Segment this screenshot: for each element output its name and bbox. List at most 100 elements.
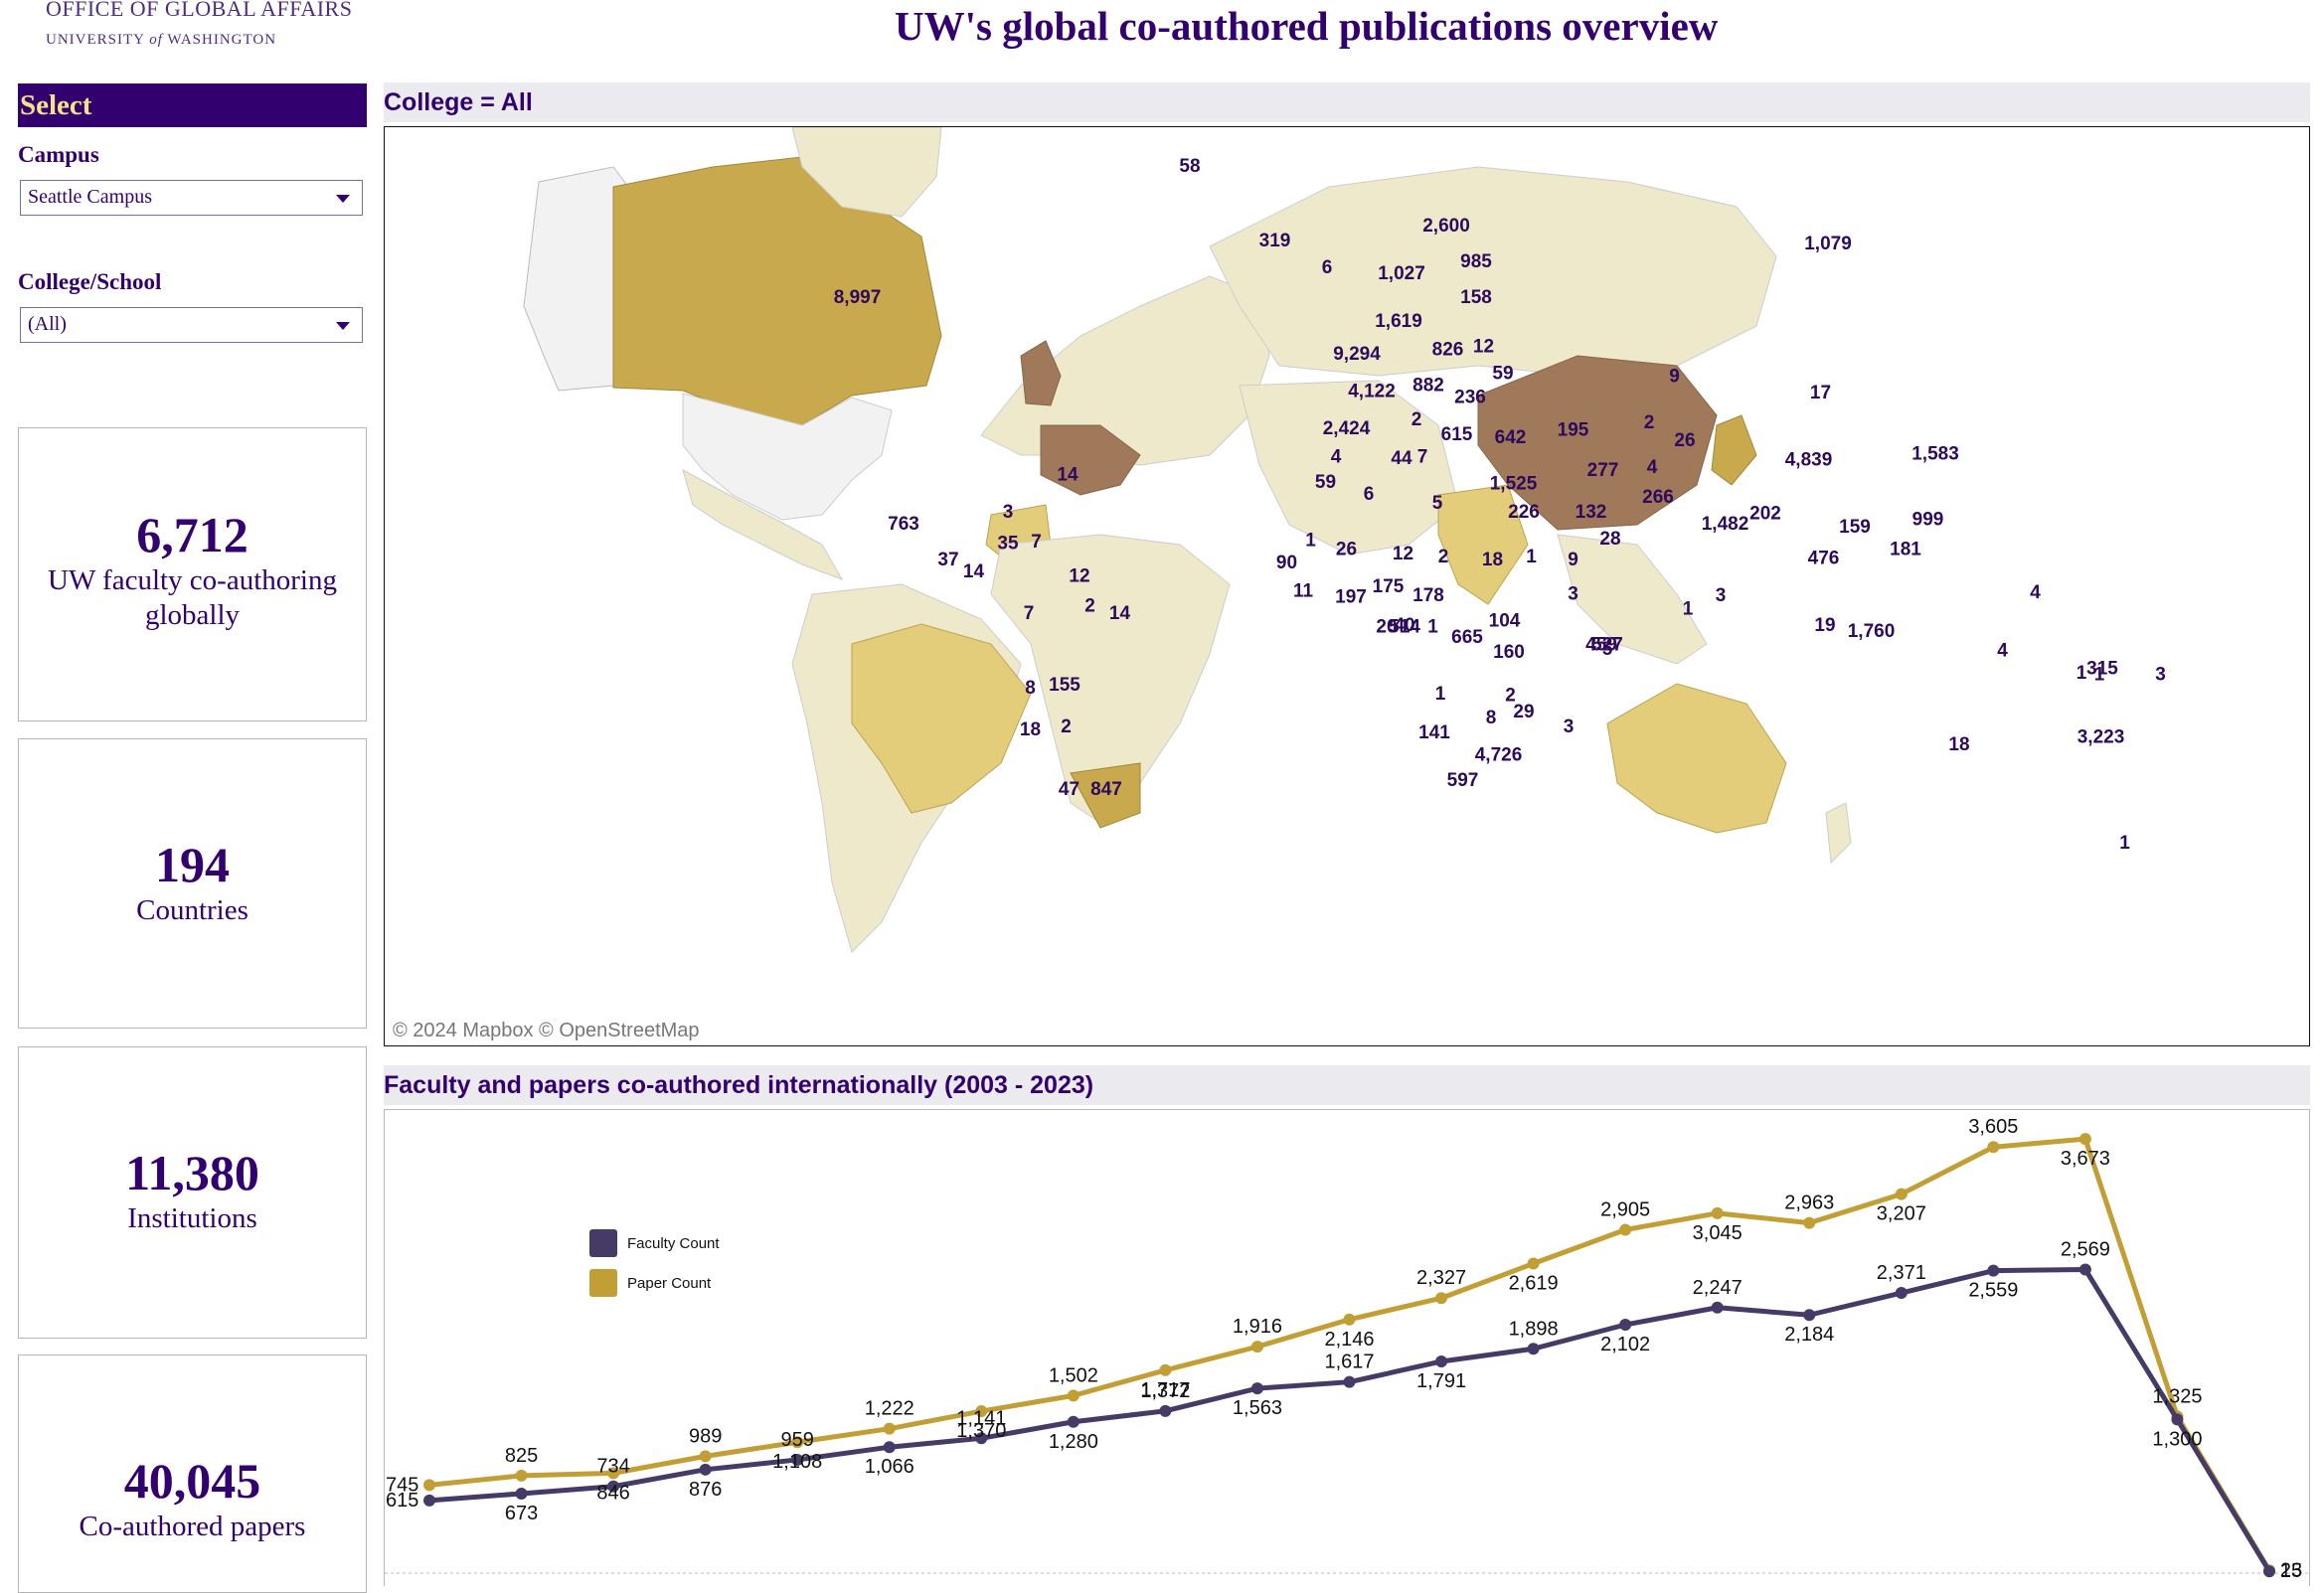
legend-label-paper: Paper Count — [627, 1274, 712, 1292]
map-country-value-label: 26 — [1336, 540, 1357, 560]
data-label-paper: 1,916 — [1233, 1316, 1282, 1338]
map-country-value-label: 3 — [1716, 585, 1727, 606]
campus-dropdown[interactable]: Seattle Campus — [20, 180, 363, 216]
map-country-value-label: 5 — [1432, 493, 1443, 514]
map-country-value-label: 319 — [1259, 231, 1291, 251]
map-country-value-label: 159 — [1839, 517, 1871, 538]
map-country-value-label: 4,839 — [1785, 450, 1833, 471]
map-country-value-label: 266 — [1642, 487, 1674, 508]
map-country-value-label: 7 — [1417, 447, 1428, 468]
map-country-value-label: 132 — [1576, 502, 1607, 523]
map-country-value-label: 12 — [1473, 337, 1494, 358]
map-country-value-label: 1 — [2076, 663, 2087, 684]
map-country-value-label: 882 — [1412, 376, 1444, 397]
kpi-card-faculty: 6,712 UW faculty co-authoring globally — [18, 427, 367, 721]
data-label-paper: 2,619 — [1509, 1273, 1559, 1295]
data-label-paper: 2,963 — [1784, 1193, 1834, 1214]
map-country-value-label: 6 — [1364, 484, 1375, 505]
map-country-value-label: 14 — [1109, 603, 1131, 624]
data-point-faculty — [1067, 1415, 1079, 1428]
kpi-card-countries: 194 Countries — [18, 738, 367, 1029]
map-country-value-label: 12 — [1069, 566, 1089, 587]
data-label-paper: 1,325 — [2152, 1385, 2202, 1407]
data-point-faculty — [791, 1453, 804, 1466]
map-country-value-label: 18 — [1948, 734, 1969, 755]
map-country-value-label: 197 — [1335, 587, 1367, 608]
map-country-value-label: 226 — [1508, 502, 1540, 523]
data-point-faculty — [1527, 1343, 1540, 1355]
data-point-faculty — [1987, 1264, 2000, 1277]
map-country-value-label: 181 — [1890, 540, 1921, 560]
map-country-value-label: 3 — [1003, 502, 1014, 523]
select-panel-header: Select — [18, 83, 367, 127]
map-country-value-label: 1,525 — [1490, 474, 1538, 495]
map-country-value-label: 514 — [1389, 617, 1420, 638]
map-country-value-label: 2,424 — [1323, 418, 1371, 439]
data-point-paper — [1159, 1363, 1172, 1376]
map-country-value-label: 9,294 — [1333, 344, 1381, 365]
data-label-faculty: 2,184 — [1784, 1324, 1834, 1346]
map-country-value-label: 44 — [1391, 448, 1412, 469]
world-map[interactable]: 58 319 6 2,600 985 1,027 158 1,079 8,997 1,619 9,2… — [384, 126, 2310, 1046]
map-country-value-label: 37 — [937, 550, 958, 570]
data-label-faculty: 1,791 — [1416, 1370, 1466, 1392]
logo-word-university: UNIVERSITY — [46, 32, 145, 48]
region-greenland — [791, 127, 942, 218]
college-dropdown[interactable]: (All) — [20, 307, 363, 343]
map-country-value-label: 2,600 — [1422, 216, 1470, 237]
map-country-value-label: 195 — [1558, 420, 1589, 441]
data-label-paper: 825 — [505, 1445, 538, 1467]
data-label-paper: 3,673 — [2061, 1148, 2110, 1170]
map-country-value-label: 985 — [1460, 251, 1492, 272]
campus-label: Campus — [18, 142, 99, 167]
data-point-paper — [975, 1405, 988, 1418]
map-country-value-label: 763 — [888, 514, 919, 535]
data-label-faculty: 2,559 — [1968, 1280, 2018, 1302]
map-country-value-label: 17 — [1810, 383, 1831, 403]
map-country-value-label: 1 — [1526, 547, 1537, 567]
data-label-paper: 3,605 — [1968, 1116, 2018, 1138]
map-country-value-label: 2 — [1644, 412, 1655, 433]
map-canvas[interactable]: 5831962,6009851,0271581,0798,9971,6199,2… — [385, 127, 2308, 1044]
data-point-faculty — [1619, 1319, 1632, 1332]
logo-word-of: of — [149, 32, 163, 48]
legend-label-faculty: Faculty Count — [627, 1234, 720, 1252]
map-country-value-label: 90 — [1276, 553, 1297, 573]
data-label-faculty: 2,371 — [1877, 1262, 1926, 1284]
region-australia — [1606, 683, 1787, 834]
line-chart: Faculty Count Paper Count 615 673 734 876 95… — [384, 1109, 2310, 1586]
legend-swatch-faculty — [589, 1229, 617, 1257]
chevron-down-icon — [336, 322, 350, 330]
data-point-paper — [791, 1436, 804, 1449]
data-label-faculty: 1,280 — [1049, 1431, 1098, 1453]
map-country-value-label: 202 — [1749, 504, 1781, 525]
map-country-value-label: 58 — [1179, 156, 1200, 177]
map-country-value-label: 104 — [1489, 611, 1521, 632]
data-point-faculty — [1895, 1287, 1908, 1300]
map-section-title: College = All — [384, 82, 2310, 122]
map-country-value-label: 1,079 — [1804, 234, 1852, 254]
map-country-value-label: 847 — [1090, 779, 1122, 800]
data-label-faculty: 1,141 — [956, 1407, 1006, 1429]
map-country-value-label: 26 — [1674, 430, 1695, 451]
map-country-value-label: 615 — [1441, 424, 1473, 445]
data-point-faculty — [1803, 1309, 1816, 1322]
map-country-value-label: 4 — [2030, 582, 2041, 603]
region-france-germany — [1040, 424, 1141, 496]
office-logo-title: OFFICE OF GLOBAL AFFAIRS — [46, 0, 353, 21]
map-country-value-label: 1,482 — [1702, 514, 1749, 535]
chevron-down-icon — [336, 195, 350, 203]
data-point-faculty — [1343, 1375, 1356, 1388]
kpi-countries-value: 194 — [155, 837, 230, 892]
region-southeast-asia — [1557, 534, 1708, 665]
map-country-value-label: 6 — [1322, 257, 1333, 278]
map-country-value-label: 40 — [1394, 615, 1414, 636]
data-point-faculty — [423, 1494, 435, 1507]
map-country-value-label: 597 — [1447, 770, 1479, 791]
map-country-value-label: 3,223 — [2077, 727, 2125, 748]
data-point-paper — [1803, 1216, 1816, 1229]
data-label-paper: 2,146 — [1324, 1329, 1374, 1351]
map-country-value-label: 158 — [1460, 287, 1492, 308]
data-label-faculty: 2,247 — [1693, 1277, 1743, 1299]
map-country-value-label: 1,619 — [1375, 311, 1422, 332]
